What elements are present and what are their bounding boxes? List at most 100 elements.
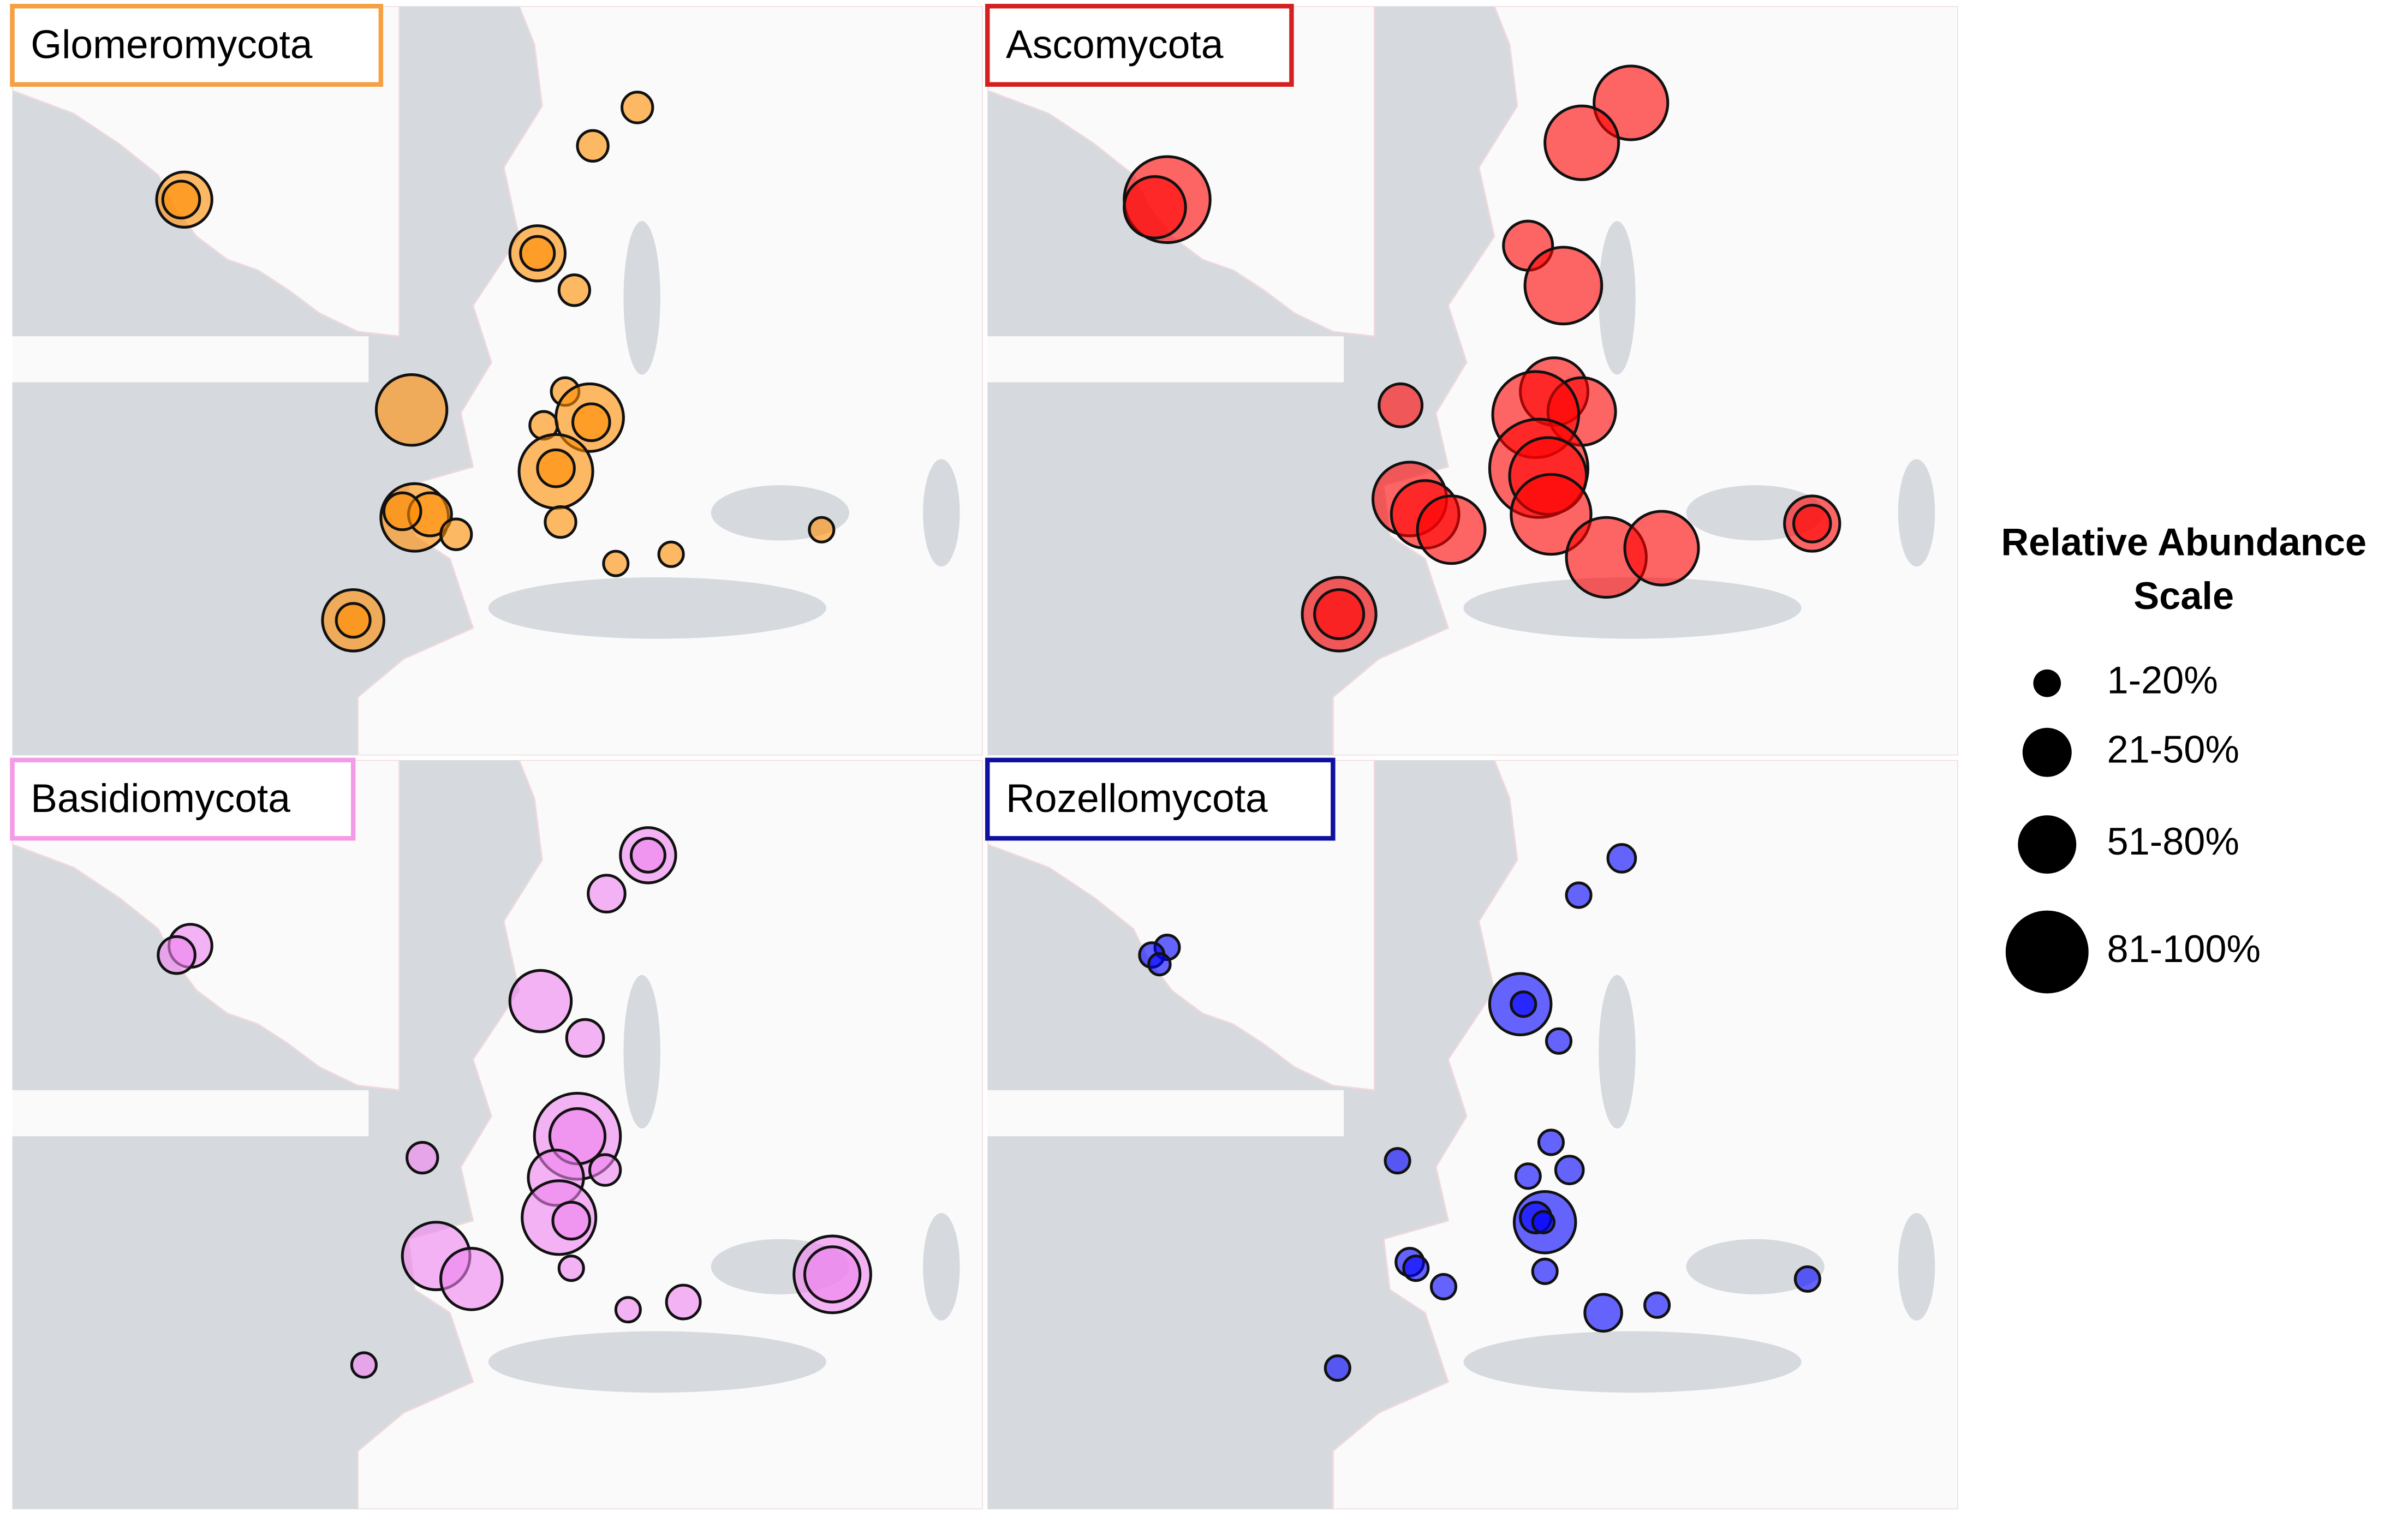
legend-bubble	[2005, 910, 2089, 994]
site-bubble	[665, 1283, 702, 1321]
site-bubble	[1429, 1273, 1457, 1300]
site-bubble	[1792, 504, 1832, 544]
site-bubble	[621, 91, 654, 124]
legend-title: Scale	[2133, 574, 2234, 617]
site-bubble	[439, 517, 473, 551]
legend: Relative Abundance Scale 1-20% 21-50% 51-8…	[2001, 520, 2367, 994]
panel-title: Ascomycota	[1006, 22, 1224, 67]
site-bubble	[508, 969, 573, 1034]
site-bubble	[406, 1140, 439, 1175]
land-eurasia	[1332, 760, 1958, 1509]
legend-label: 51-80%	[2107, 820, 2239, 863]
site-bubble	[536, 448, 576, 488]
site-bubble	[587, 874, 627, 913]
site-bubble	[1565, 881, 1593, 909]
site-bubble	[1793, 1265, 1821, 1293]
site-bubble	[1510, 473, 1593, 556]
site-bubble	[1384, 1147, 1411, 1175]
panel-title: Glomeromycota	[31, 22, 313, 67]
site-bubble	[551, 1201, 592, 1241]
site-bubble	[1583, 1293, 1623, 1333]
site-bubble	[1514, 1162, 1542, 1190]
site-bubble	[565, 1018, 605, 1058]
panel-title-box	[985, 757, 1336, 841]
site-bubble	[1623, 510, 1700, 587]
panel-title-box	[10, 4, 384, 87]
site-bubble	[374, 373, 449, 447]
site-bubble	[1402, 1255, 1430, 1282]
sea-mediterranean	[488, 1331, 826, 1393]
site-bubble	[1416, 494, 1487, 565]
sea-mediterranean	[488, 577, 826, 639]
sea-caspian	[923, 1213, 960, 1321]
site-bubble	[1531, 1257, 1559, 1285]
site-bubble	[588, 1153, 622, 1187]
site-bubble	[629, 837, 666, 874]
land-lower-left	[12, 336, 369, 383]
land	[12, 760, 983, 1509]
site-bubble	[1606, 843, 1637, 874]
site-bubble	[1313, 588, 1366, 641]
sea-mediterranean	[1463, 1331, 1802, 1393]
site-bubble	[157, 935, 196, 975]
legend-bubble	[2033, 669, 2061, 697]
sea-baltic	[1599, 975, 1636, 1129]
site-bubble	[576, 129, 610, 163]
site-bubble	[657, 540, 685, 568]
site-bubble	[1324, 1354, 1351, 1382]
sea-caspian	[923, 459, 960, 567]
site-bubble	[1537, 1128, 1565, 1156]
site-bubble	[557, 273, 592, 307]
panels	[12, 6, 1958, 1509]
site-bubble	[1510, 990, 1537, 1018]
panel-title: Rozellomycota	[1006, 776, 1268, 821]
site-bubble	[382, 491, 422, 531]
land-lower-left	[12, 1090, 369, 1137]
land-north-america	[987, 760, 1375, 1091]
map-panel	[987, 760, 1958, 1509]
site-bubble	[808, 516, 836, 544]
site-bubble	[1531, 1210, 1556, 1234]
site-bubble	[439, 1247, 504, 1311]
site-bubble	[544, 505, 577, 539]
site-bubble	[557, 1255, 585, 1282]
panel-title: Basidiomycota	[31, 776, 290, 821]
legend-bubble	[2018, 815, 2077, 874]
legend-title: Relative Abundance	[2001, 520, 2367, 563]
panel-title-box	[985, 4, 1294, 87]
land-lower-left	[987, 336, 1344, 383]
land	[987, 760, 1958, 1509]
sea-black	[1686, 1239, 1825, 1295]
site-bubble	[519, 235, 556, 272]
site-bubble	[1545, 1027, 1573, 1055]
site-bubble	[1554, 1155, 1585, 1185]
site-bubble	[1523, 246, 1604, 326]
sea-baltic	[1599, 221, 1636, 375]
site-bubble	[350, 1351, 378, 1379]
map-panel	[987, 6, 1958, 756]
land	[12, 6, 983, 756]
sea-caspian	[1898, 1213, 1935, 1321]
map-panel	[12, 760, 983, 1509]
site-bubble	[161, 180, 201, 220]
land-north-america	[12, 760, 400, 1091]
legend-label: 21-50%	[2107, 727, 2239, 771]
site-bubble	[803, 1245, 862, 1304]
site-bubble	[614, 1296, 642, 1324]
site-bubble	[335, 602, 372, 639]
legend-label: 1-20%	[2107, 659, 2218, 702]
sea-mediterranean	[1463, 577, 1802, 639]
legend-bubble	[2022, 727, 2072, 777]
land-lower-left	[987, 1090, 1344, 1137]
site-bubble	[1147, 952, 1172, 977]
site-bubble	[1543, 104, 1620, 181]
site-bubble	[602, 550, 630, 577]
site-bubble	[1123, 175, 1187, 240]
sea-caspian	[1898, 459, 1935, 567]
panel-title-box	[10, 757, 356, 841]
map-panel	[12, 6, 983, 756]
site-bubble	[1378, 382, 1424, 428]
site-bubble	[571, 402, 611, 443]
